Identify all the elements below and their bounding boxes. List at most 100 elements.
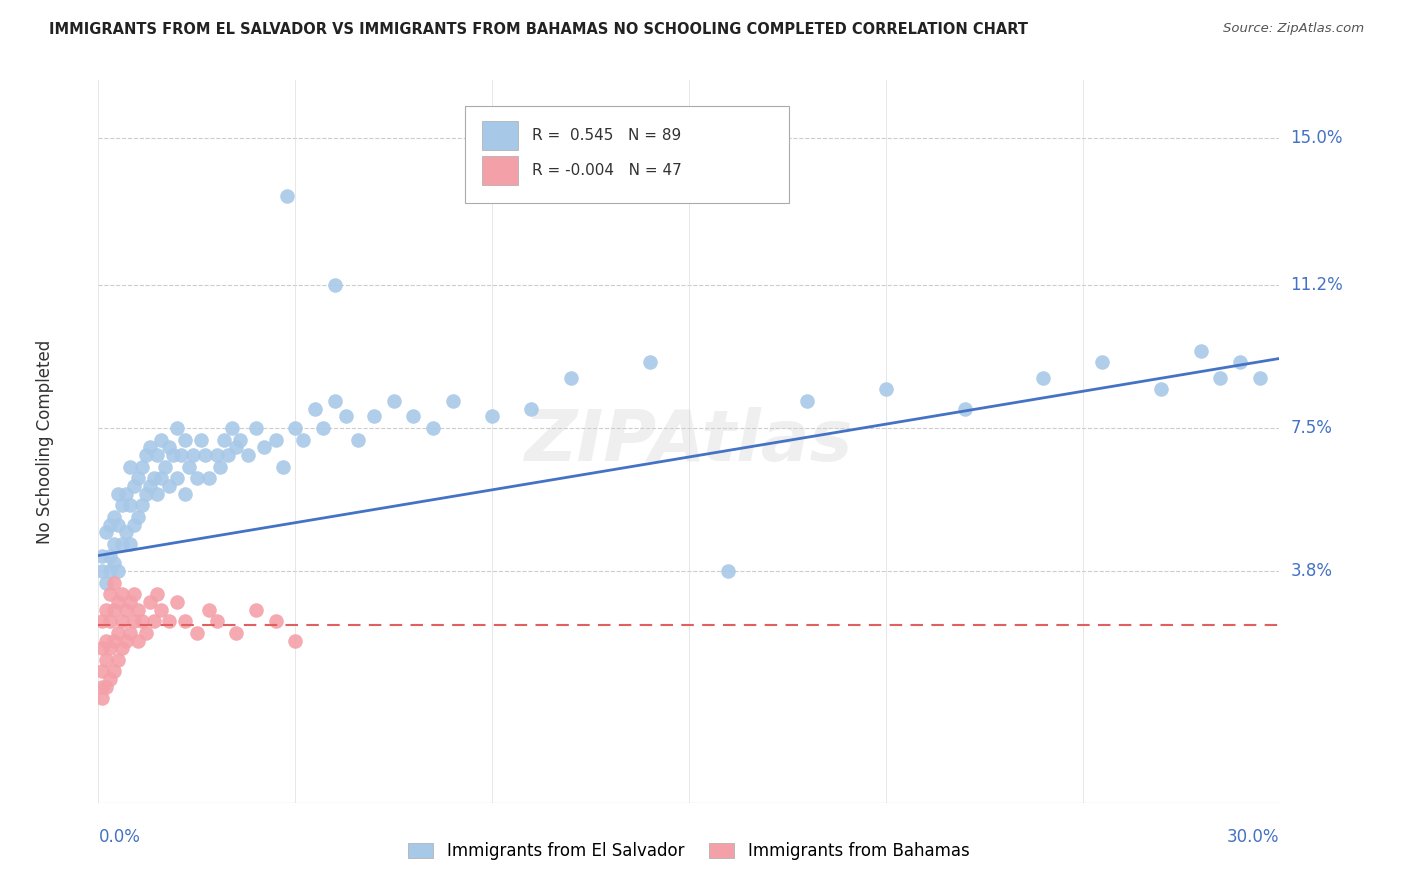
Legend: Immigrants from El Salvador, Immigrants from Bahamas: Immigrants from El Salvador, Immigrants … <box>402 836 976 867</box>
Point <box>103 556 125 570</box>
Point <box>245 421 267 435</box>
Point <box>166 421 188 435</box>
Point <box>107 517 129 532</box>
Point <box>135 625 157 640</box>
Bar <box>482 156 517 185</box>
Point <box>122 517 145 532</box>
Point <box>205 448 228 462</box>
Point <box>127 602 149 616</box>
Point <box>312 421 335 435</box>
Point <box>96 525 118 540</box>
Point <box>264 433 287 447</box>
Point <box>96 575 118 590</box>
Point <box>103 665 125 679</box>
Point <box>1150 383 1173 397</box>
Point <box>146 587 169 601</box>
Point <box>209 459 232 474</box>
Point <box>118 459 141 474</box>
Point <box>142 614 165 628</box>
Text: 11.2%: 11.2% <box>1291 276 1343 294</box>
Point <box>166 595 188 609</box>
Point <box>135 486 157 500</box>
Point <box>157 479 180 493</box>
Point <box>214 433 236 447</box>
Point <box>103 575 125 590</box>
Point <box>190 433 212 447</box>
Point <box>174 614 197 628</box>
Text: 7.5%: 7.5% <box>1291 419 1333 437</box>
Point <box>1249 371 1271 385</box>
Point <box>174 486 197 500</box>
Point <box>186 625 208 640</box>
Point <box>107 595 129 609</box>
Point <box>1209 371 1232 385</box>
Point <box>276 189 298 203</box>
Point <box>284 633 307 648</box>
Point <box>111 614 134 628</box>
Point <box>118 498 141 512</box>
Point <box>111 587 134 601</box>
Text: R =  0.545   N = 89: R = 0.545 N = 89 <box>531 128 681 144</box>
Point <box>111 498 134 512</box>
Point <box>127 633 149 648</box>
Point <box>107 564 129 578</box>
Point <box>96 633 118 648</box>
Point <box>520 401 543 416</box>
Point <box>236 448 259 462</box>
Point <box>138 440 160 454</box>
Point <box>205 614 228 628</box>
Point <box>217 448 239 462</box>
Point <box>221 421 243 435</box>
Point <box>155 459 177 474</box>
Point <box>91 614 114 628</box>
Bar <box>482 121 517 151</box>
Text: ZIPAtlas: ZIPAtlas <box>524 407 853 476</box>
Point <box>91 665 114 679</box>
Point <box>292 433 315 447</box>
Point <box>875 383 897 397</box>
Point <box>122 587 145 601</box>
Text: Source: ZipAtlas.com: Source: ZipAtlas.com <box>1223 22 1364 36</box>
Point <box>91 641 114 656</box>
Point <box>150 471 173 485</box>
Point <box>146 448 169 462</box>
Point <box>122 479 145 493</box>
Point <box>197 602 219 616</box>
Point <box>1091 355 1114 369</box>
Point <box>103 602 125 616</box>
Point <box>115 486 138 500</box>
Point <box>103 537 125 551</box>
Point <box>91 680 114 694</box>
Point <box>127 509 149 524</box>
Text: 30.0%: 30.0% <box>1227 828 1279 846</box>
Point <box>225 440 247 454</box>
Text: 3.8%: 3.8% <box>1291 562 1333 580</box>
Point <box>402 409 425 424</box>
Point <box>135 448 157 462</box>
Point <box>91 549 114 563</box>
Point <box>177 459 200 474</box>
Point <box>181 448 204 462</box>
Point <box>107 625 129 640</box>
Point <box>197 471 219 485</box>
Point <box>150 433 173 447</box>
Point <box>717 564 740 578</box>
Point <box>157 614 180 628</box>
Point <box>245 602 267 616</box>
Point <box>118 625 141 640</box>
Point <box>150 602 173 616</box>
Point <box>138 595 160 609</box>
Text: IMMIGRANTS FROM EL SALVADOR VS IMMIGRANTS FROM BAHAMAS NO SCHOOLING COMPLETED CO: IMMIGRANTS FROM EL SALVADOR VS IMMIGRANT… <box>49 22 1028 37</box>
Point <box>107 486 129 500</box>
Point <box>98 517 121 532</box>
Point <box>284 421 307 435</box>
Point <box>253 440 276 454</box>
Point <box>382 394 405 409</box>
Point <box>98 587 121 601</box>
Point <box>166 471 188 485</box>
Point <box>98 614 121 628</box>
Point <box>347 433 370 447</box>
Point <box>1189 343 1212 358</box>
Text: No Schooling Completed: No Schooling Completed <box>37 340 55 543</box>
Point <box>363 409 385 424</box>
